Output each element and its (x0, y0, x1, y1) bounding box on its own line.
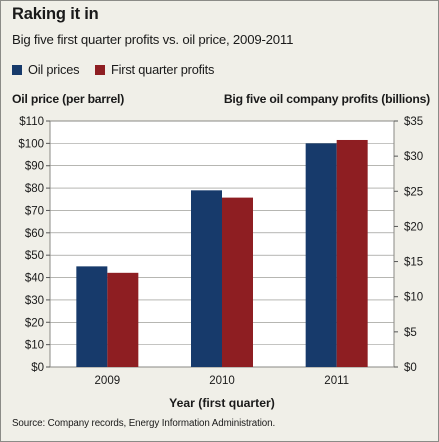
legend-label-first-quarter-profits: First quarter profits (111, 62, 215, 77)
chart-title: Raking it in (12, 5, 99, 23)
chart-subtitle: Big five first quarter profits vs. oil p… (12, 32, 294, 47)
left-tick-label: $90 (25, 161, 44, 173)
bar-first-quarter-profits-2009 (107, 272, 139, 367)
left-tick-label: $0 (31, 362, 44, 374)
x-axis-title: Year (first quarter) (169, 396, 275, 410)
x-tick-label: 2011 (324, 375, 349, 387)
bar-oil-prices-2009 (76, 266, 108, 367)
left-tick-label: $70 (25, 205, 44, 217)
right-tick-label: $10 (404, 292, 423, 304)
legend-swatch-oil-prices (12, 64, 22, 75)
right-axis-title: Big five oil company profits (billions) (223, 92, 430, 106)
left-tick-label: $100 (18, 138, 44, 150)
right-tick-label: $20 (404, 221, 423, 233)
chart-plot-area: $0 $10 $20 $30 $40 $50 $60 $70 $80 $90 $100 $110 $0 $… (18, 116, 423, 410)
left-tick-label: $80 (25, 183, 44, 195)
source-note: Source: Company records, Energy Informat… (12, 418, 276, 429)
right-tick-label: $0 (404, 362, 417, 374)
right-tick-label: $15 (404, 257, 423, 269)
x-tick-label: 2010 (209, 375, 235, 387)
left-tick-label: $50 (25, 250, 44, 262)
right-tick-label: $30 (404, 151, 423, 163)
right-tick-label: $25 (404, 186, 423, 198)
left-axis-title: Oil price (per barrel) (12, 92, 125, 106)
legend-swatch-first-quarter-profits (95, 64, 105, 75)
x-tick-label: 2009 (95, 375, 121, 387)
left-tick-label: $110 (19, 116, 44, 128)
bar-oil-prices-2010 (191, 190, 222, 367)
left-tick-label: $40 (25, 273, 44, 285)
bar-first-quarter-profits-2011 (336, 139, 368, 367)
bar-oil-prices-2011 (305, 143, 337, 367)
left-tick-label: $30 (25, 295, 44, 307)
bars (76, 139, 368, 367)
right-tick-label: $5 (404, 327, 417, 339)
left-tick-label: $10 (25, 340, 44, 352)
legend-item-oil-prices: Oil prices (12, 62, 80, 77)
legend-item-first-quarter-profits: First quarter profits (95, 62, 214, 77)
legend-label-oil-prices: Oil prices (28, 62, 80, 77)
right-tick-label: $35 (404, 116, 423, 128)
left-tick-label: $20 (25, 317, 44, 329)
tick-labels: $0 $10 $20 $30 $40 $50 $60 $70 $80 $90 $100 $110 $0 $… (18, 116, 423, 387)
bar-first-quarter-profits-2010 (222, 197, 253, 367)
left-tick-label: $60 (25, 228, 44, 240)
